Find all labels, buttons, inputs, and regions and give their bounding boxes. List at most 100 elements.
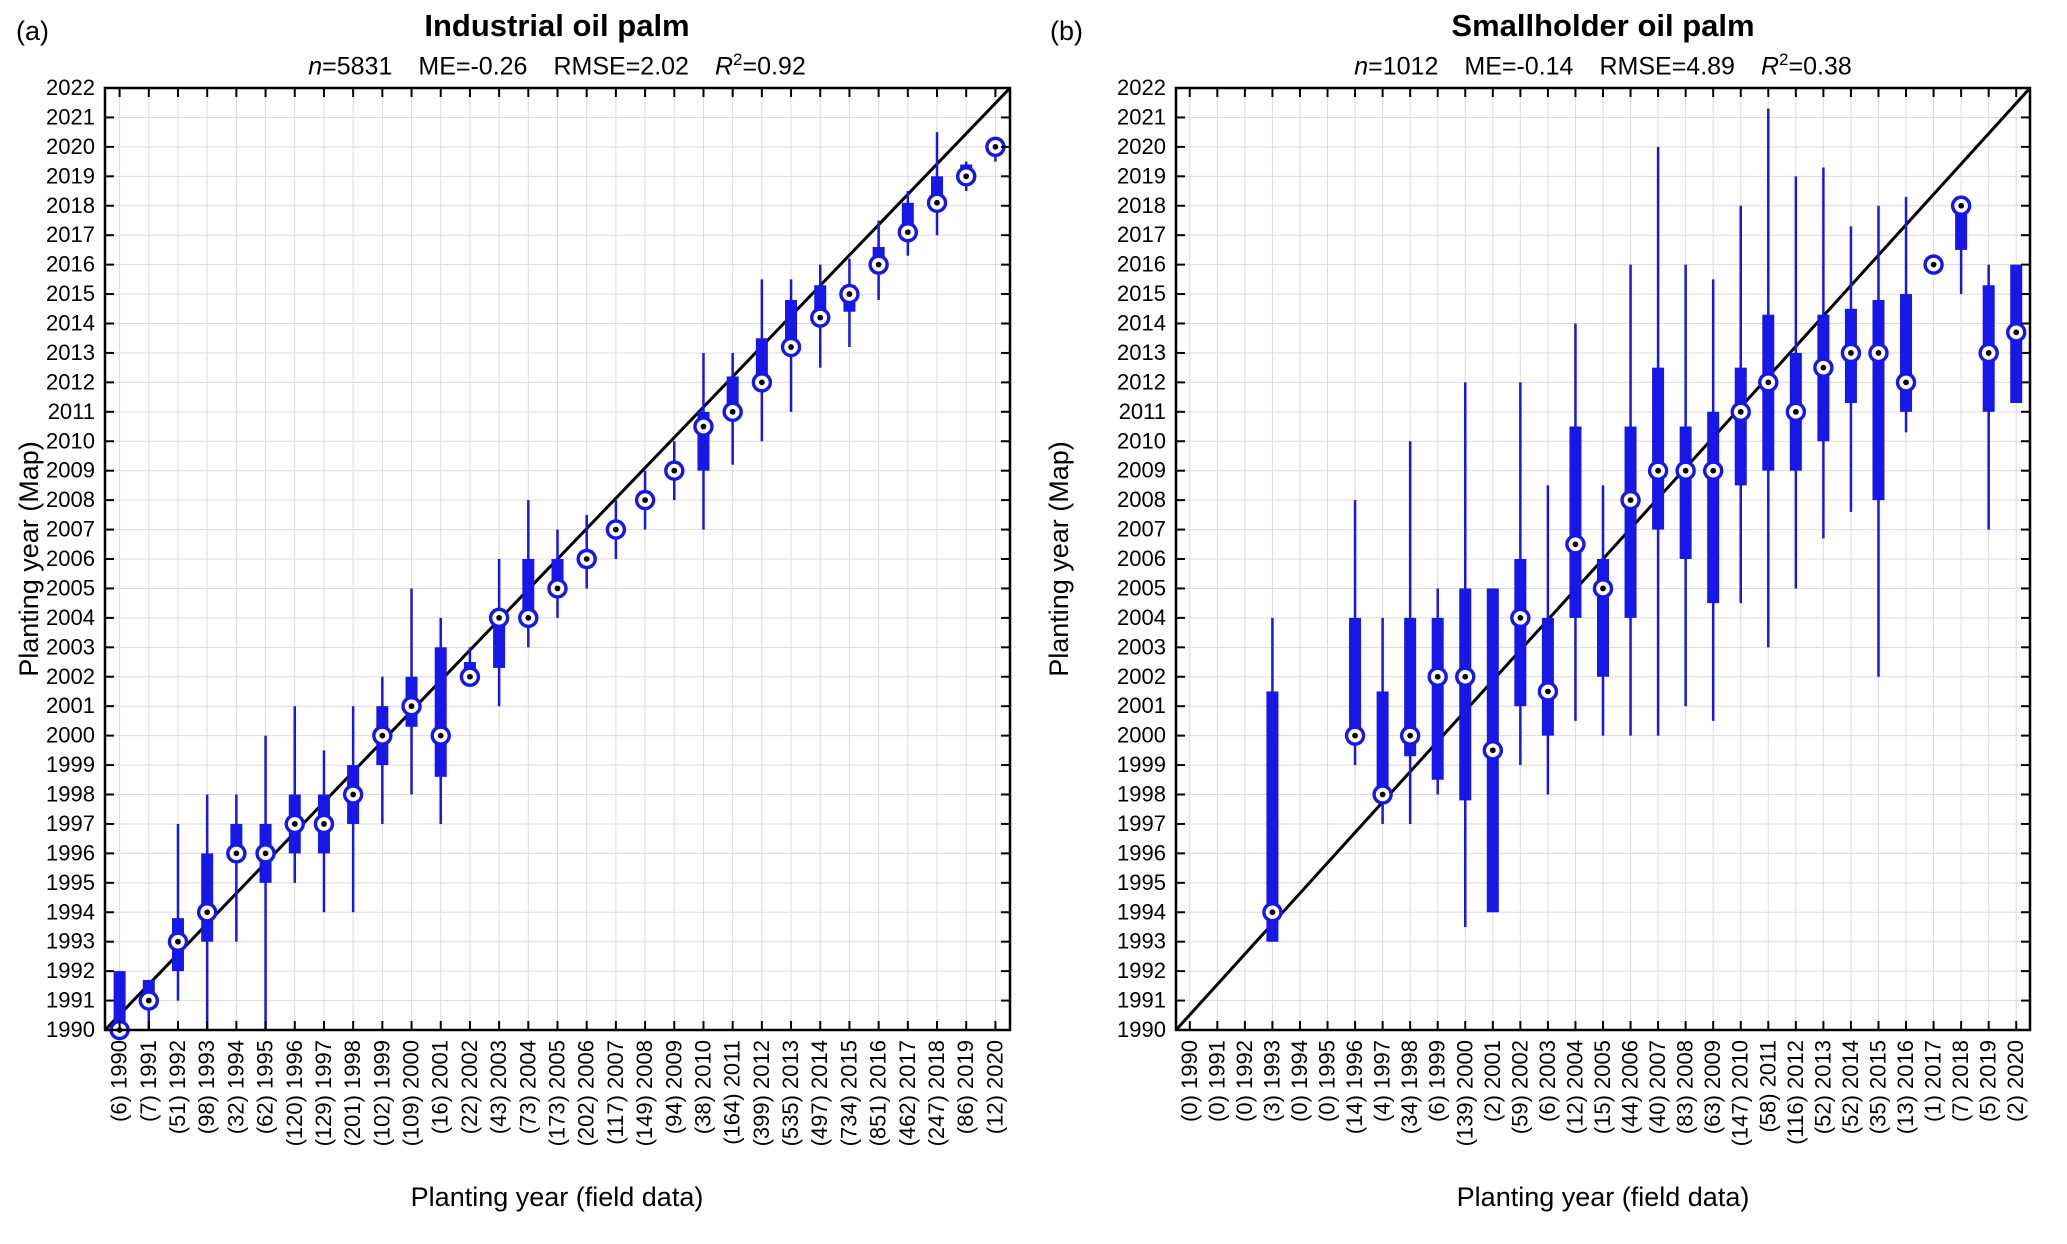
panel-letter: (b) <box>1050 16 1083 46</box>
svg-text:1997: 1997 <box>1117 811 1166 836</box>
svg-text:(6) 1999: (6) 1999 <box>1425 1040 1450 1122</box>
svg-text:(102) 1999: (102) 1999 <box>369 1040 394 1146</box>
svg-text:(3) 1993: (3) 1993 <box>1259 1040 1284 1122</box>
svg-text:(201) 1998: (201) 1998 <box>340 1040 365 1146</box>
svg-text:(109) 2000: (109) 2000 <box>399 1040 424 1146</box>
svg-text:2009: 2009 <box>1117 458 1166 483</box>
svg-text:2017: 2017 <box>1117 222 1166 247</box>
stat-r2-value: =0.38 <box>1788 52 1852 81</box>
svg-text:(0) 1995: (0) 1995 <box>1315 1040 1340 1122</box>
chart-title: Smallholder oil palm <box>1451 8 1755 43</box>
panel-a: (a) Industrial oil palm n=5831 ME=-0.26 RM… <box>0 0 1033 1244</box>
svg-text:1991: 1991 <box>46 988 95 1013</box>
svg-text:2018: 2018 <box>46 193 95 218</box>
svg-text:1994: 1994 <box>1117 899 1166 924</box>
svg-text:1995: 1995 <box>1117 870 1166 895</box>
svg-text:1999: 1999 <box>46 752 95 777</box>
svg-text:1998: 1998 <box>46 782 95 807</box>
svg-text:2001: 2001 <box>1117 693 1166 718</box>
svg-text:2012: 2012 <box>1117 369 1166 394</box>
svg-text:(399) 2012: (399) 2012 <box>749 1040 774 1146</box>
svg-text:(120) 1996: (120) 1996 <box>282 1040 307 1146</box>
svg-text:1993: 1993 <box>1117 929 1166 954</box>
svg-text:2013: 2013 <box>46 340 95 365</box>
svg-text:2001: 2001 <box>46 693 95 718</box>
svg-text:(2) 2001: (2) 2001 <box>1480 1040 1505 1122</box>
svg-text:(14) 1996: (14) 1996 <box>1342 1040 1367 1134</box>
svg-text:2008: 2008 <box>46 487 95 512</box>
stat-n-symbol: n <box>308 52 323 81</box>
svg-text:(73) 2004: (73) 2004 <box>515 1040 540 1134</box>
stat-r2-value: =0.92 <box>742 52 806 81</box>
boxplot-chart: 1990 1991 1992 1993 1994 1995 1996 1997 1998 1999… <box>46 75 1012 1146</box>
svg-text:2010: 2010 <box>1117 428 1166 453</box>
svg-text:(497) 2014: (497) 2014 <box>807 1040 832 1146</box>
svg-text:2004: 2004 <box>46 605 95 630</box>
svg-text:(52) 2014: (52) 2014 <box>1838 1040 1863 1134</box>
svg-text:2005: 2005 <box>46 575 95 600</box>
svg-text:(51) 1992: (51) 1992 <box>165 1040 190 1134</box>
svg-text:(535) 2013: (535) 2013 <box>778 1040 803 1146</box>
svg-text:(52) 2013: (52) 2013 <box>1810 1040 1835 1134</box>
svg-text:1990: 1990 <box>46 1017 95 1042</box>
svg-text:1992: 1992 <box>1117 958 1166 983</box>
svg-text:2022: 2022 <box>1117 75 1166 100</box>
stat-r2-exponent: 2 <box>1779 50 1789 69</box>
svg-text:1997: 1997 <box>46 811 95 836</box>
stat-rmse: RMSE=2.02 <box>553 52 689 81</box>
svg-text:(164) 2011: (164) 2011 <box>720 1040 745 1145</box>
svg-text:2006: 2006 <box>46 546 95 571</box>
svg-text:2014: 2014 <box>46 311 95 336</box>
svg-text:(117) 2007: (117) 2007 <box>603 1040 628 1145</box>
svg-text:2015: 2015 <box>46 281 95 306</box>
svg-text:(6) 2003: (6) 2003 <box>1535 1040 1560 1122</box>
svg-text:2019: 2019 <box>1117 163 1166 188</box>
svg-text:2021: 2021 <box>46 104 95 129</box>
svg-text:(2) 2020: (2) 2020 <box>2003 1040 2028 1122</box>
stat-me: ME=-0.14 <box>1464 52 1574 81</box>
svg-text:2011: 2011 <box>48 399 95 424</box>
svg-text:2000: 2000 <box>1117 723 1166 748</box>
svg-text:1991: 1991 <box>1117 988 1166 1013</box>
svg-text:(116) 2012: (116) 2012 <box>1783 1040 1808 1145</box>
svg-text:1999: 1999 <box>1117 752 1166 777</box>
svg-text:(15) 2005: (15) 2005 <box>1590 1040 1615 1134</box>
svg-text:(40) 2007: (40) 2007 <box>1645 1040 1670 1134</box>
svg-text:2011: 2011 <box>1119 399 1166 424</box>
svg-text:2022: 2022 <box>46 75 95 100</box>
svg-text:(0) 1990: (0) 1990 <box>1177 1040 1202 1122</box>
svg-text:(12) 2004: (12) 2004 <box>1562 1040 1587 1134</box>
panel-b: (b) Smallholder oil palm n=1012 ME=-0.14 R… <box>1034 0 2067 1244</box>
stats-line: n=1012 ME=-0.14 RMSE=4.89 R2=0.38 <box>1354 50 1852 81</box>
svg-text:1995: 1995 <box>46 870 95 895</box>
svg-text:2004: 2004 <box>1117 605 1166 630</box>
svg-text:2020: 2020 <box>1117 134 1166 159</box>
svg-text:1996: 1996 <box>46 840 95 865</box>
svg-text:(94) 2009: (94) 2009 <box>661 1040 686 1134</box>
svg-text:(35) 2015: (35) 2015 <box>1865 1040 1890 1134</box>
stat-r2-exponent: 2 <box>733 50 743 69</box>
svg-text:(139) 2000: (139) 2000 <box>1452 1040 1477 1146</box>
stat-n-value: =1012 <box>1368 52 1439 81</box>
svg-text:(0) 1994: (0) 1994 <box>1287 1040 1312 1122</box>
x-axis-title: Planting year (field data) <box>410 1182 704 1212</box>
svg-text:2003: 2003 <box>46 634 95 659</box>
svg-text:2005: 2005 <box>1117 575 1166 600</box>
svg-text:(38) 2010: (38) 2010 <box>690 1040 715 1134</box>
svg-text:(247) 2018: (247) 2018 <box>924 1040 949 1146</box>
svg-text:2009: 2009 <box>46 458 95 483</box>
svg-text:2017: 2017 <box>46 222 95 247</box>
svg-text:1994: 1994 <box>46 899 95 924</box>
svg-text:2019: 2019 <box>46 163 95 188</box>
svg-text:(34) 1998: (34) 1998 <box>1397 1040 1422 1134</box>
x-axis-title: Planting year (field data) <box>1456 1182 1750 1212</box>
svg-text:2007: 2007 <box>46 517 95 542</box>
svg-text:1990: 1990 <box>1117 1017 1166 1042</box>
svg-text:(5) 2019: (5) 2019 <box>1976 1040 2001 1122</box>
svg-text:(462) 2017: (462) 2017 <box>895 1040 920 1146</box>
svg-text:2016: 2016 <box>1117 252 1166 277</box>
svg-text:2016: 2016 <box>46 252 95 277</box>
svg-text:(6) 1990: (6) 1990 <box>107 1040 132 1122</box>
svg-text:(0) 1991: (0) 1991 <box>1204 1040 1229 1122</box>
